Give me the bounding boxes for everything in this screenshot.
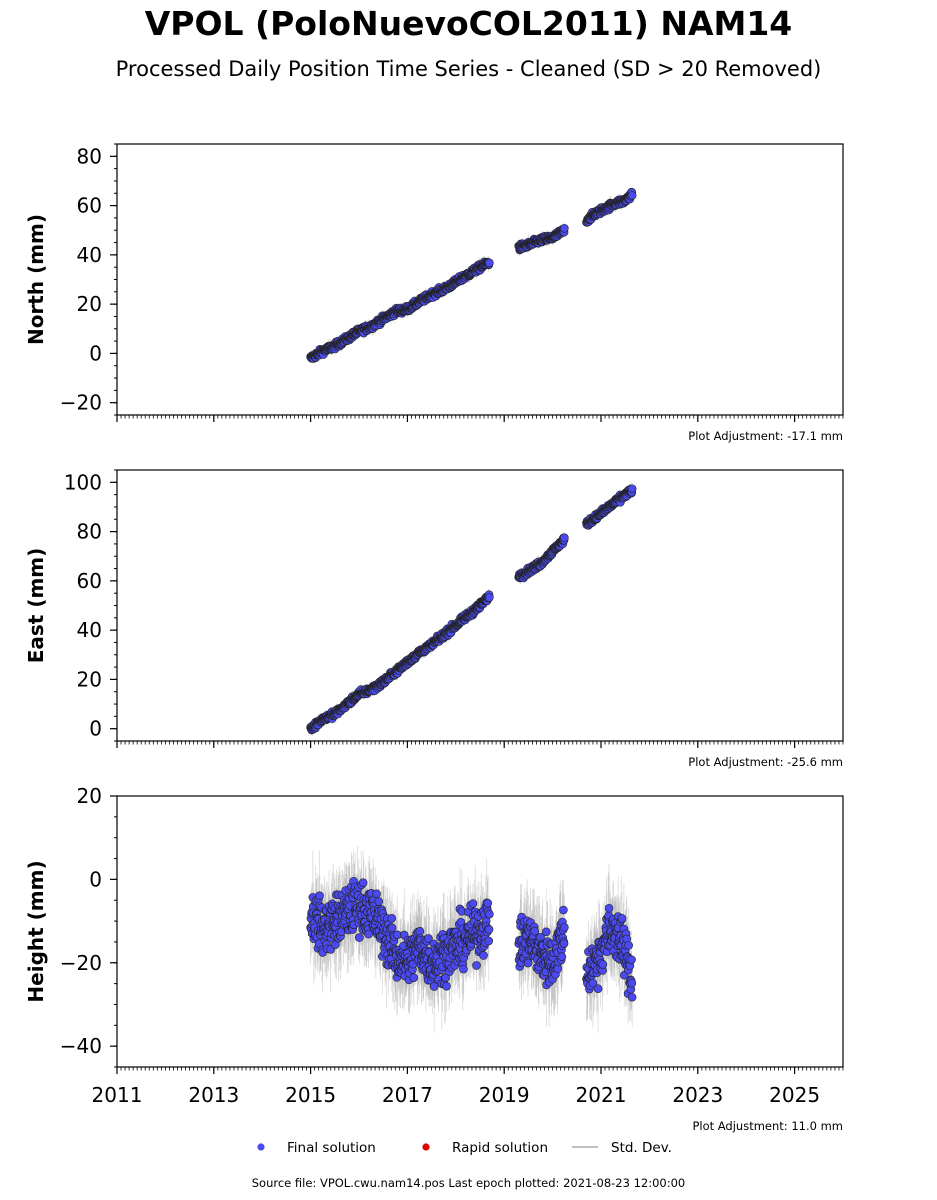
data-point [374,897,384,906]
y-tick-label: 0 [89,341,102,365]
y-axis-label: East (mm) [24,548,48,664]
chart-subtitle: Processed Daily Position Time Series - C… [115,57,822,81]
data-point [358,878,368,887]
panel-north: −20 0 20 40 60 80 North (mm) Plot Adjustment: -… [24,143,844,443]
data-point [627,484,637,494]
y-tick-label: 60 [77,194,102,218]
data-point [372,889,381,899]
data-point [387,923,397,933]
y-tick-label: 100 [64,470,102,494]
y-tick-label: 20 [77,292,102,316]
y-tick-label: 40 [77,243,102,267]
y-tick-label: 40 [77,618,102,642]
data-point [355,933,364,942]
y-tick-label: 80 [77,144,102,168]
y-axis-label: North (mm) [24,214,48,345]
plot-adjustment-note: Plot Adjustment: -25.6 mm [688,755,843,769]
data-point [560,224,569,233]
data-point [485,593,494,602]
y-tick-label: 60 [77,569,102,593]
final-solution-points [306,187,637,363]
y-tick-label: 80 [77,520,102,544]
final-solution-points [306,484,637,735]
data-point [387,914,397,923]
y-tick-label: −20 [60,391,102,415]
data-point [627,191,637,200]
plot-adjustment-note: Plot Adjustment: -17.1 mm [688,429,843,443]
plot-frame [116,143,844,416]
y-tick-label: 0 [89,717,102,741]
panel-east: 0 20 40 60 80 100 East (mm) Plot Adjustment: -2… [24,469,844,769]
data-point [560,533,569,543]
chart-title: VPOL (PoloNuevoCOL2011) NAM14 [144,4,793,43]
y-tick-label: 20 [77,667,102,691]
data-point [315,891,324,900]
final-solution-points [306,876,637,1002]
data-point [485,258,494,268]
